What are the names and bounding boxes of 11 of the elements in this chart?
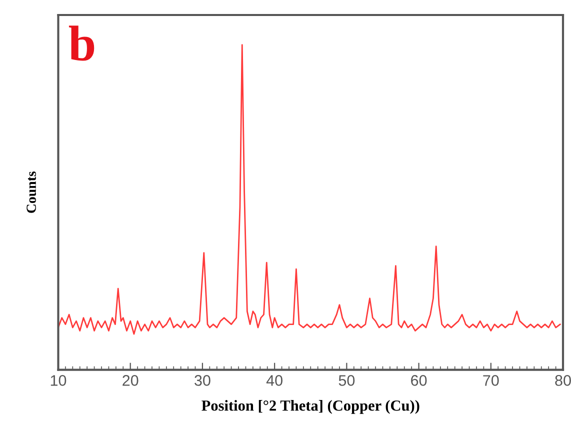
y-axis-title: Counts: [26, 172, 36, 213]
x-tick-label: 60: [411, 375, 427, 386]
x-tick-label: 70: [483, 375, 499, 386]
x-tick-label: 30: [194, 375, 210, 386]
x-tick-label: 40: [266, 375, 282, 386]
x-tick-label: 20: [122, 375, 138, 386]
x-tick-label: 10: [50, 375, 66, 386]
x-axis-title: Position [°2 Theta] (Copper (Cu)): [202, 400, 420, 414]
annotation: b: [68, 26, 94, 61]
x-tick-label: 80: [555, 375, 571, 386]
x-tick-label: 50: [338, 375, 355, 386]
